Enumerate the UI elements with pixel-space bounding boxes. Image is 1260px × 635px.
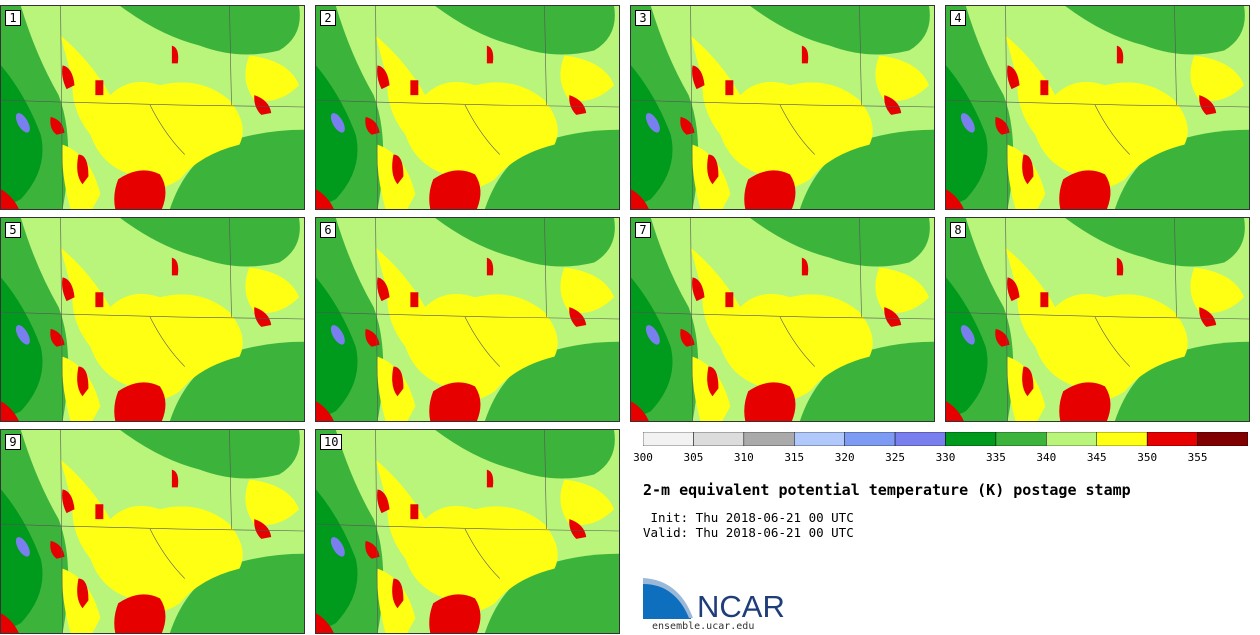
map-field — [631, 218, 934, 421]
member-number: 9 — [5, 434, 21, 450]
member-number: 7 — [635, 222, 651, 238]
colorbar-tick-label: 330 — [935, 451, 956, 464]
valid-time: Valid: Thu 2018-06-21 00 UTC — [643, 525, 854, 540]
member-number: 5 — [5, 222, 21, 238]
colorbar-bin-5 — [894, 432, 946, 446]
colorbar-bin-9 — [1096, 432, 1148, 446]
map-panel-3: 3 — [630, 5, 935, 210]
member-number: 1 — [5, 10, 21, 26]
map-panel-4: 4 — [945, 5, 1250, 210]
colorbar-tick-label: 340 — [1036, 451, 1057, 464]
map-field — [316, 6, 619, 209]
map-field — [631, 6, 934, 209]
ncar-logo: NCAR — [643, 578, 785, 623]
colorbar-tick-label: 305 — [683, 451, 704, 464]
map-panel-2: 2 — [315, 5, 620, 210]
colorbar-bin-4 — [844, 432, 896, 446]
colorbar-bin-11 — [1197, 432, 1248, 446]
colorbar-tick-label: 320 — [834, 451, 855, 464]
colorbar-tick-label: 325 — [885, 451, 906, 464]
map-panel-6: 6 — [315, 217, 620, 422]
colorbar-tick-label: 335 — [985, 451, 1006, 464]
colorbar-bin-10 — [1146, 432, 1198, 446]
member-number: 10 — [320, 434, 343, 450]
member-number: 2 — [320, 10, 336, 26]
map-panel-5: 5 — [0, 217, 305, 422]
map-panel-7: 7 — [630, 217, 935, 422]
member-number: 3 — [635, 10, 651, 26]
map-field — [1, 218, 304, 421]
colorbar-tick-label: 315 — [784, 451, 805, 464]
colorbar-bin-1 — [693, 432, 745, 446]
map-field — [1, 430, 304, 633]
map-panel-9: 9 — [0, 429, 305, 634]
colorbar-tick-label: 310 — [733, 451, 754, 464]
colorbar-bin-8 — [1046, 432, 1098, 446]
member-number: 4 — [950, 10, 966, 26]
map-panel-1: 1 — [0, 5, 305, 210]
member-number: 6 — [320, 222, 336, 238]
colorbar-bin-2 — [743, 432, 795, 446]
map-panel-8: 8 — [945, 217, 1250, 422]
init-time: Init: Thu 2018-06-21 00 UTC — [643, 510, 854, 525]
map-panel-10: 10 — [315, 429, 620, 634]
plot-title: 2-m equivalent potential temperature (K)… — [643, 481, 1131, 499]
map-field — [316, 430, 619, 633]
colorbar-bin-0 — [643, 432, 694, 446]
map-field — [1, 6, 304, 209]
logo-wordmark: NCAR — [697, 589, 785, 623]
colorbar-tick-label: 345 — [1086, 451, 1107, 464]
colorbar-bin-7 — [995, 432, 1047, 446]
colorbar — [643, 432, 1248, 446]
member-number: 8 — [950, 222, 966, 238]
map-field — [316, 218, 619, 421]
colorbar-bin-6 — [945, 432, 997, 446]
map-field — [946, 6, 1249, 209]
colorbar-tick-label: 355 — [1187, 451, 1208, 464]
logo-url: ensemble.ucar.edu — [652, 621, 755, 632]
colorbar-tick-label: 300 — [633, 451, 653, 464]
map-field — [946, 218, 1249, 421]
colorbar-bin-3 — [794, 432, 845, 446]
colorbar-tick-label: 350 — [1137, 451, 1158, 464]
